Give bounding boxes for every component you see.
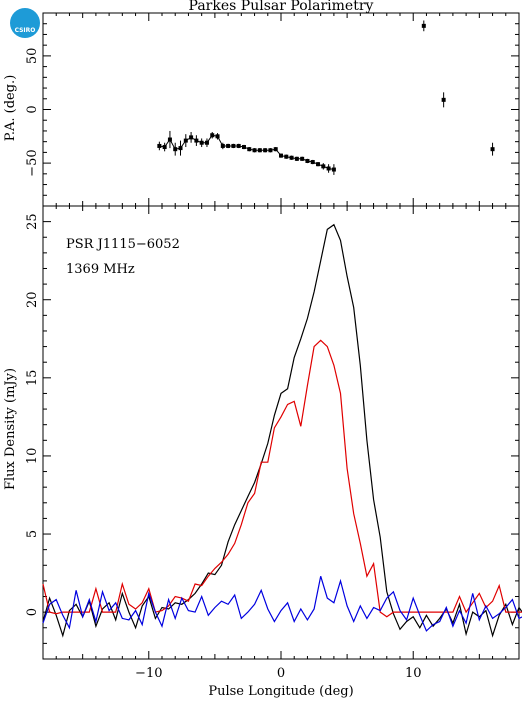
pa-connecting-line [159,134,334,170]
x-tick-label: −10 [135,666,162,681]
circular-polarization-line [42,576,522,632]
x-axis-label: Pulse Longitude (deg) [208,684,353,699]
pa-point [215,134,220,139]
pa-panel: −50 0 50 [25,12,520,207]
total-intensity-line [42,223,522,638]
pa-point [183,138,188,143]
frequency-annotation: 1369 MHz [66,262,135,277]
pa-point [321,164,326,169]
pa-point [247,147,252,152]
flux-y-tick-label: 25 [25,213,40,230]
pa-point [194,138,199,143]
pa-point [326,166,331,171]
pa-point [178,146,183,151]
flux-y-tick-label: 20 [25,291,40,308]
pa-point [331,167,336,172]
pa-y-tick-label: 0 [25,105,40,113]
pa-point [199,140,204,145]
pa-point [226,143,231,148]
pa-point [294,156,299,161]
pa-point [441,97,446,102]
pa-point [220,143,225,148]
csiro-logo-text: CSIRO [14,27,36,34]
pa-point [284,154,289,159]
pa-point [268,148,273,153]
flux-y-tick-label: 5 [25,530,40,538]
pa-point [263,148,268,153]
pa-panel-frame [42,12,520,207]
pa-point [204,140,209,145]
x-tick-label: 10 [405,666,422,681]
flux-panel: −10 0 10 0 5 10 15 20 25 [25,205,522,681]
pa-point [162,145,167,150]
pa-point [231,143,236,148]
flux-y-tick-label: 0 [25,608,40,616]
pa-point [236,143,241,148]
pa-point [316,162,321,167]
flux-y-tick-label: 10 [25,448,40,465]
pa-y-tick-label: −50 [25,149,40,176]
pulsar-name-annotation: PSR J1115−6052 [66,237,180,252]
pa-point [490,147,495,152]
pa-point [279,153,283,158]
pa-y-axis-label: P.A. (deg.) [3,75,18,142]
pa-point [257,148,262,153]
pa-point [210,133,215,138]
pa-point [300,156,305,161]
flux-y-axis-label: Flux Density (mJy) [3,368,18,490]
pa-point [157,143,162,148]
pa-point [310,160,315,165]
pa-point [289,155,294,160]
linear-polarization-line [42,339,522,618]
pa-point [241,145,246,150]
flux-y-tick-label: 15 [25,370,40,387]
pa-point [252,148,257,153]
chart-title: Parkes Pulsar Polarimetry [189,0,374,14]
csiro-logo: CSIRO [10,8,40,38]
pa-point [173,147,178,152]
pa-point [189,135,194,140]
pa-point [421,23,426,28]
pa-point [305,158,310,163]
pa-point [167,137,172,142]
x-tick-label: 0 [277,666,285,681]
pa-point [273,147,278,152]
pa-y-tick-label: 50 [25,48,40,65]
